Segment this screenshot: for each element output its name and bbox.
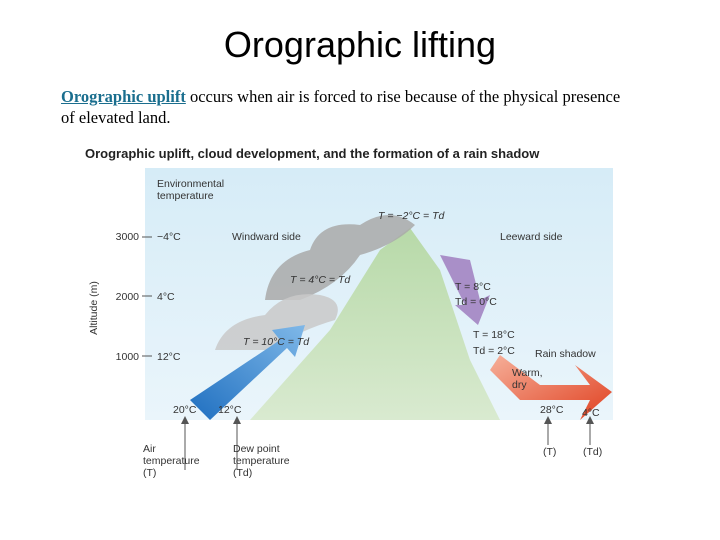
warm-dry-label: Warm, bbox=[512, 367, 543, 379]
paragraph: Orographic uplift occurs when air is for… bbox=[61, 86, 621, 128]
windward-1000: T = 10°C = Td bbox=[243, 336, 310, 348]
air-temp-label: temperature bbox=[143, 455, 200, 467]
cloud bbox=[215, 294, 338, 350]
slide-title: Orographic lifting bbox=[223, 24, 497, 65]
paragraph-text: occurs when air is forced to rise becaus… bbox=[61, 87, 621, 127]
figure-title: Orographic uplift, cloud development, an… bbox=[85, 146, 540, 161]
y-axis-label: Altitude (m) bbox=[88, 281, 100, 335]
rain-shadow-label: Rain shadow bbox=[535, 348, 596, 360]
altitude: 2000 bbox=[116, 291, 140, 303]
base-dew-point: 12°C bbox=[218, 404, 242, 416]
altitude: 3000 bbox=[116, 231, 140, 243]
base-temp: 20°C bbox=[173, 404, 197, 416]
env-temp: 12°C bbox=[157, 351, 181, 363]
leeward-2000: T = 8°C bbox=[455, 281, 491, 293]
rain-shadow-arrow bbox=[490, 355, 612, 420]
leeward-2000: Td = 0°C bbox=[455, 296, 497, 308]
dew-point-label: Dew point bbox=[233, 443, 280, 455]
cloud bbox=[265, 215, 415, 300]
descent-arrow bbox=[440, 255, 490, 325]
env-temp: −4°C bbox=[157, 231, 181, 243]
uplift-arrow bbox=[190, 325, 305, 420]
arrow-heads bbox=[181, 416, 594, 424]
env-temp: 4°C bbox=[157, 291, 175, 303]
leeward-td-label: (Td) bbox=[583, 446, 602, 458]
link[interactable]: Orographic uplift bbox=[61, 87, 186, 106]
mountain bbox=[250, 228, 500, 420]
dew-point-label: temperature bbox=[233, 455, 290, 467]
leeward-1000: T = 18°C bbox=[473, 329, 515, 341]
leeward-t-label: (T) bbox=[543, 446, 556, 458]
air-temp-label: (T) bbox=[143, 467, 156, 479]
windward-label: Windward side bbox=[232, 231, 301, 243]
pointer-arrows bbox=[142, 236, 591, 470]
warm-dry-label: dry bbox=[512, 379, 527, 391]
windward-2000: T = 4°C = Td bbox=[290, 274, 351, 286]
dew-point-label: (Td) bbox=[233, 467, 252, 479]
leeward-1000: Td = 2°C bbox=[473, 345, 515, 357]
air-temp-label: Air bbox=[143, 443, 156, 455]
env-temp-label: Environmental bbox=[157, 178, 224, 190]
base-temp: 28°C bbox=[540, 404, 564, 416]
env-temp-label: temperature bbox=[157, 190, 214, 202]
altitude: 1000 bbox=[116, 351, 140, 363]
base-dew-point: 4°C bbox=[582, 407, 600, 419]
leeward-label: Leeward side bbox=[500, 231, 563, 243]
summit-label: T = −2°C = Td bbox=[378, 210, 446, 222]
